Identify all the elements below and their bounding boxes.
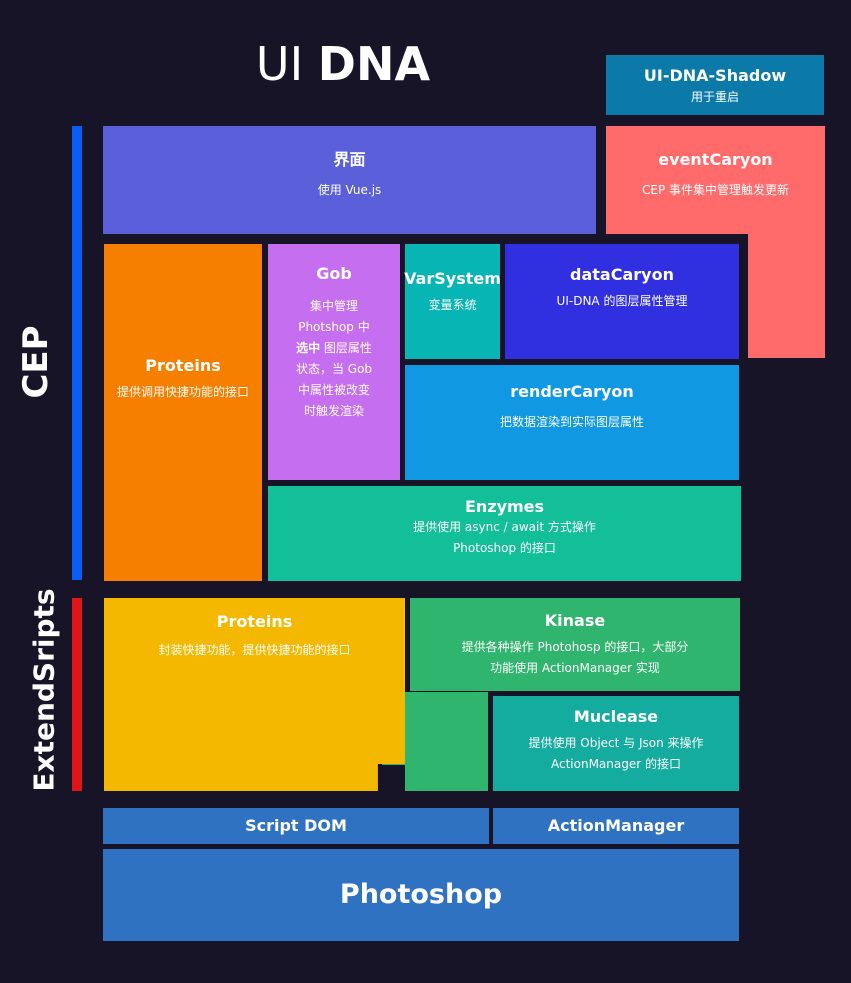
cep-layer-label: CEP bbox=[16, 325, 56, 399]
enzymes-desc-1: 提供使用 async / await 方式操作 bbox=[413, 520, 596, 534]
gob-line-6: 时触发渲染 bbox=[303, 404, 364, 418]
kinase-desc-1: 提供各种操作 Photohosp 的接口，大部分 bbox=[461, 640, 689, 654]
action-manager-block: ActionManager bbox=[493, 808, 739, 844]
photoshop-block: Photoshop bbox=[103, 849, 739, 941]
muclease-block: Muclease 提供使用 Object 与 Json 来操作 ActionMa… bbox=[493, 696, 739, 791]
enzymes-title: Enzymes bbox=[464, 497, 545, 516]
ui-block: 界面 使用 Vue.js bbox=[103, 126, 596, 234]
gob-line-2: Photshop 中 bbox=[298, 320, 370, 334]
gob-line-3-rest: 图层属性 bbox=[320, 341, 372, 355]
varsystem-desc: 变量系统 bbox=[428, 298, 477, 312]
proteins-es-desc: 封装快捷功能，提供快捷功能的接口 bbox=[158, 643, 351, 657]
render-caryon-desc: 把数据渲染到实际图层属性 bbox=[499, 415, 644, 429]
proteins-es-title: Proteins bbox=[216, 612, 293, 631]
data-caryon-block: dataCaryon UI-DNA 的图层属性管理 bbox=[505, 244, 739, 359]
event-caryon-block: eventCaryon CEP 事件集中管理触发更新 bbox=[606, 126, 825, 234]
enzymes-desc-2: Photoshop 的接口 bbox=[453, 541, 556, 555]
action-manager-title: ActionManager bbox=[547, 816, 685, 835]
photoshop-title: Photoshop bbox=[339, 879, 503, 910]
event-caryon-desc: CEP 事件集中管理触发更新 bbox=[641, 183, 789, 197]
kinase-desc-2: 功能使用 ActionManager 实现 bbox=[490, 661, 660, 675]
proteins-es-notch bbox=[377, 765, 405, 793]
ui-dna-shadow-desc: 用于重启 bbox=[690, 90, 739, 104]
cep-layer-bar bbox=[72, 126, 82, 580]
page-title: UI DNA bbox=[0, 36, 686, 92]
ui-dna-shadow-block: UI-DNA-Shadow 用于重启 bbox=[606, 55, 824, 115]
gob-line-3: 选中 图层属性 bbox=[296, 338, 372, 359]
gob-line-3-emph: 选中 bbox=[296, 341, 321, 355]
gob-line-1: 集中管理 bbox=[309, 299, 358, 313]
gob-line-5: 中属性被改变 bbox=[297, 383, 370, 397]
event-caryon-title: eventCaryon bbox=[658, 150, 773, 169]
title-dna: DNA bbox=[317, 37, 431, 91]
proteins-cep-block: Proteins 提供调用快捷功能的接口 bbox=[104, 244, 262, 581]
kinase-block: Kinase 提供各种操作 Photohosp 的接口，大部分 功能使用 Act… bbox=[410, 598, 740, 691]
render-caryon-title: renderCaryon bbox=[510, 382, 634, 401]
data-caryon-title: dataCaryon bbox=[570, 265, 674, 284]
varsystem-title: VarSystem bbox=[404, 269, 501, 288]
gob-title: Gob bbox=[316, 264, 352, 283]
gob-desc: 集中管理 Photshop 中 选中 图层属性 状态，当 Gob 中属性被改变 … bbox=[296, 296, 372, 422]
script-dom-block: Script DOM bbox=[103, 808, 489, 844]
title-ui: UI bbox=[255, 37, 304, 91]
data-caryon-desc: UI-DNA 的图层属性管理 bbox=[556, 294, 688, 308]
gob-line-4: 状态，当 Gob bbox=[295, 362, 373, 376]
gob-block: Gob 集中管理 Photshop 中 选中 图层属性 状态，当 Gob 中属性… bbox=[268, 244, 400, 480]
muclease-desc-2: ActionManager 的接口 bbox=[551, 757, 681, 771]
varsystem-block: VarSystem 变量系统 bbox=[404, 244, 501, 359]
render-caryon-block: renderCaryon 把数据渲染到实际图层属性 bbox=[405, 365, 739, 480]
proteins-es-block: Proteins 封装快捷功能，提供快捷功能的接口 bbox=[104, 598, 405, 791]
enzymes-block: Enzymes 提供使用 async / await 方式操作 Photosho… bbox=[268, 486, 741, 581]
kinase-title: Kinase bbox=[544, 611, 606, 630]
ui-title: 界面 bbox=[333, 150, 366, 169]
muclease-desc-1: 提供使用 Object 与 Json 来操作 bbox=[528, 736, 704, 750]
ui-desc: 使用 Vue.js bbox=[317, 183, 382, 197]
script-dom-title: Script DOM bbox=[245, 816, 347, 835]
extendscript-layer-bar bbox=[72, 598, 82, 791]
proteins-cep-title: Proteins bbox=[145, 356, 221, 375]
proteins-cep-desc: 提供调用快捷功能的接口 bbox=[116, 385, 249, 399]
extendscript-layer-label: ExtendSripts bbox=[27, 588, 61, 792]
muclease-title: Muclease bbox=[573, 707, 659, 726]
ui-dna-shadow-title: UI-DNA-Shadow bbox=[643, 66, 787, 85]
